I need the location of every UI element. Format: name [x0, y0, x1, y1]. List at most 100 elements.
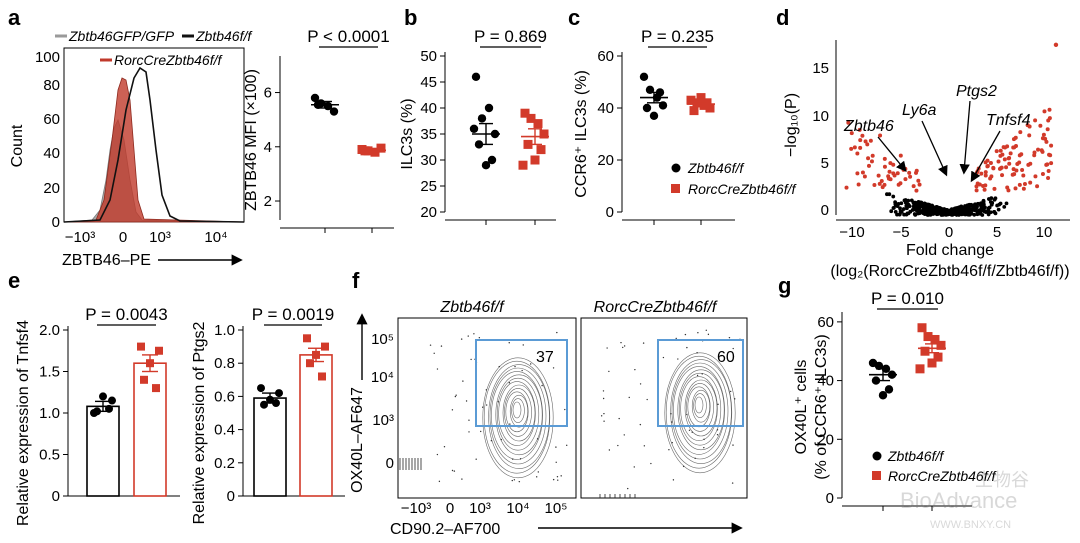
flow-dot-left: [454, 395, 457, 398]
flow-dot-left: [473, 333, 475, 335]
volcano-point-ns: [908, 209, 913, 214]
ylabel-e-right: Relative expression of Ptgs2: [191, 322, 208, 525]
volcano-point-ns: [897, 212, 902, 217]
legend-marker-g-ff: [872, 451, 882, 461]
flow-contours: [399, 329, 741, 498]
flow-dot-left: [461, 478, 463, 480]
ytick-e-right-1: 0.2: [214, 455, 235, 472]
volcano-point-sig: [860, 170, 865, 175]
volcano-point-sig: [895, 171, 900, 176]
volcano-point-sig: [1022, 181, 1027, 186]
flow-dot-right: [633, 466, 635, 468]
flow-dot-right: [675, 337, 677, 340]
contour-ring-1-3: [687, 386, 711, 428]
ytick-d-5: 5: [821, 155, 829, 172]
flow-dot-left: [451, 409, 454, 411]
histogram-ff: [63, 66, 245, 223]
volcano-point-sig: [898, 181, 903, 186]
volcano-point-sig: [1048, 153, 1053, 158]
panel-label-g: g: [778, 273, 791, 298]
contour-ring-0-9: [491, 371, 543, 460]
bar-e-left-0: [86, 405, 120, 497]
xtick-d-0: 0: [945, 224, 953, 241]
volcano-point-sig: [911, 184, 916, 189]
volcano-point-sig: [1003, 145, 1008, 150]
panel-label-e: e: [8, 268, 20, 293]
ytick-e-left-0: 0: [52, 488, 60, 505]
volcano-point-sig: [855, 171, 860, 176]
volcano-point-sig: [876, 173, 881, 178]
volcano-point-ns: [891, 206, 896, 210]
volcano-point-sig: [891, 162, 896, 167]
volcano-point-sig: [1038, 123, 1043, 128]
volcano-point-sig: [886, 174, 891, 179]
volcano-point-sig: [1021, 173, 1026, 178]
flow-dot-right: [639, 423, 642, 426]
flow-dot-left: [436, 453, 439, 456]
xtick-f-5: 10⁵: [545, 500, 568, 517]
point-b-g1-0: [520, 108, 530, 118]
flow-dot-left: [521, 369, 523, 372]
xtick-d-10: 10: [1036, 224, 1053, 241]
volcano-point-ns: [945, 211, 950, 215]
panel-c-plot: 0 20 40 60 CCR6⁺ ILC3s (%) P = 0.235: [573, 27, 735, 225]
flow-dot-left: [438, 480, 441, 483]
flow-dot-right: [732, 347, 734, 350]
flow-dot-left: [498, 365, 500, 368]
volcano-point-sig: [1021, 186, 1026, 191]
volcano-point-sig: [868, 138, 873, 143]
point-c-g1-4: [689, 106, 699, 116]
contour-ring-0-1: [511, 398, 525, 423]
contour-ring-1-11: [670, 359, 732, 464]
contour-ring-1-13: [664, 352, 736, 474]
point-e-left-0-1: [108, 396, 116, 405]
flow-dot-right: [622, 346, 624, 349]
ytick-g-0: 0: [826, 490, 834, 507]
legend-marker-c-cre: [671, 184, 680, 193]
watermark-url: WWW.BNXY.CN: [930, 519, 1011, 531]
volcano-point-ns: [959, 204, 964, 209]
volcano-point-sig: [917, 182, 922, 187]
volcano-point-ns: [925, 211, 929, 216]
point-b-g0-7: [469, 124, 479, 133]
volcano-point-ns: [972, 205, 976, 210]
volcano-point-sig: [988, 176, 993, 181]
flow-dot-left: [513, 479, 516, 481]
arrow-zbtb46: [877, 136, 907, 173]
point-b-g1-2: [533, 119, 543, 129]
flow-dot-left: [555, 461, 557, 463]
volcano-point-sig: [1044, 162, 1049, 167]
arrow-ly6a: [921, 120, 948, 177]
point-c-g1-1: [692, 98, 702, 108]
point-b-g0-6: [481, 161, 491, 170]
flow-dot-left: [564, 408, 566, 411]
ytick-d-15: 15: [812, 60, 829, 77]
pvalue-a-dot: P < 0.0001: [307, 27, 389, 46]
panel-a-histogram: Zbtb46GFP/GFP Zbtb46f/f RorcCreZbtb46f/f…: [9, 28, 253, 269]
flow-dot-right: [707, 333, 710, 336]
point-c-g0-0: [639, 72, 649, 82]
flow-dot-left: [470, 358, 472, 361]
xtick-a-2: 10³: [149, 229, 171, 246]
volcano-point-sig: [1027, 133, 1032, 138]
flow-dot-left: [482, 406, 484, 408]
volcano-point-ns: [891, 194, 896, 199]
volcano-point-ns: [968, 204, 972, 208]
point-g-g0-1: [874, 361, 884, 371]
annot-zbtb46: Zbtb46: [843, 118, 894, 135]
volcano-point-sig: [878, 133, 883, 138]
legend-label-c-ff: Zbtb46f/f: [687, 160, 745, 176]
flow-dot-left: [485, 389, 488, 391]
flow-dot-right: [701, 373, 703, 375]
xtick-f-0: 0: [446, 500, 454, 517]
xlabel-a: ZBTB46–PE: [62, 252, 151, 269]
volcano-point-sig: [849, 146, 854, 151]
volcano-point-sig: [1049, 143, 1054, 148]
flow-dot-left: [440, 345, 443, 347]
contour-ring-0-11: [488, 364, 550, 469]
flow-dot-left: [566, 444, 568, 447]
legend-label-ff: Zbtb46f/f: [195, 28, 253, 44]
point-e-right-1-0: [303, 334, 311, 343]
ytick-c-1: 20: [597, 152, 614, 169]
legend-label-g-cre: RorcCreZbtb46f/f: [888, 468, 997, 484]
